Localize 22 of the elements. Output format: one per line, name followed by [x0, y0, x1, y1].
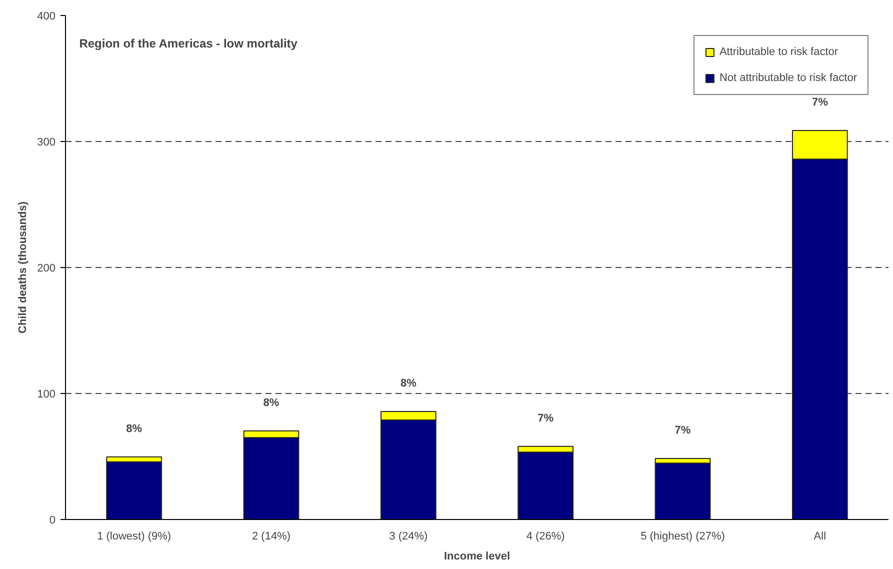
- annotation: 7%: [812, 96, 828, 109]
- annotation: 8%: [126, 422, 142, 435]
- x-tick-label: 5 (highest) (27%): [640, 530, 725, 542]
- y-axis-title: Child deaths (thousands): [17, 201, 30, 334]
- x-axis-title: Income level: [444, 550, 510, 562]
- x-tick-label: 3 (24%): [389, 530, 428, 542]
- legend-label: Not attributable to risk factor: [719, 72, 857, 84]
- legend-label: Attributable to risk factor: [719, 46, 838, 58]
- x-tick-label: 4 (26%): [526, 530, 565, 542]
- x-tick-label: 1 (lowest) (9%): [97, 530, 172, 542]
- annotation: 8%: [263, 396, 280, 409]
- y-tick-label: 400: [37, 10, 56, 22]
- y-tick-label: 300: [37, 136, 56, 148]
- y-tick-label: 100: [37, 388, 56, 400]
- annotation: 8%: [400, 378, 417, 390]
- annotation: 7%: [538, 412, 554, 424]
- annotation: 7%: [674, 424, 691, 437]
- y-tick-label: 0: [49, 514, 56, 526]
- text: Region of the Americas - low mortality: [79, 36, 298, 50]
- y-tick-label: 200: [37, 262, 56, 274]
- x-tick-label: 2 (14%): [252, 530, 291, 542]
- x-tick-label: All: [814, 530, 826, 542]
